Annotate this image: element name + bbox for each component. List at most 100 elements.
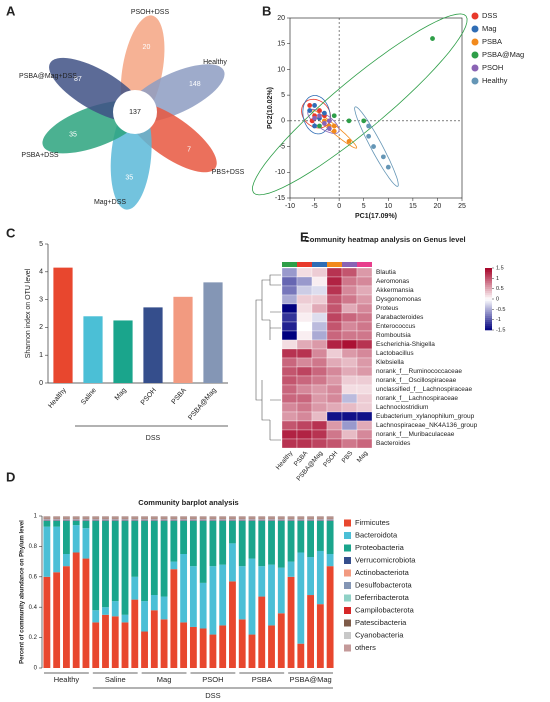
row-label: Escherichia-Shigella <box>376 341 435 348</box>
heat-cell <box>356 366 373 377</box>
row-label: Lactobacillus <box>376 350 414 357</box>
row-label: norank_f__Oscillospiraceae <box>376 377 457 384</box>
bar-segment <box>160 520 168 597</box>
colorbar-step <box>485 311 492 314</box>
petal-label: Healthy <box>203 59 227 66</box>
bar-segment <box>219 520 227 521</box>
bar-segment <box>297 643 305 668</box>
bar-segment <box>268 520 275 565</box>
heat-cell <box>326 312 343 323</box>
x-tick-label: 25 <box>458 203 466 210</box>
heat-cell <box>296 411 313 422</box>
colorbar-step <box>485 278 492 281</box>
y-tick-label: 4 <box>39 269 43 276</box>
bar-segment <box>72 519 80 521</box>
bar-segment <box>189 516 197 517</box>
x-tick-label: 15 <box>409 203 417 210</box>
y-tick-label: -15 <box>275 195 285 202</box>
x-tick-label: PSOH <box>140 387 158 407</box>
heat-cell <box>341 429 358 440</box>
bar-segment <box>111 520 119 602</box>
bar-segment <box>238 516 246 518</box>
y-tick-label: 0 <box>39 380 43 387</box>
bar-segment <box>131 599 139 668</box>
bar-segment <box>102 518 109 520</box>
bar-segment <box>326 519 334 520</box>
y-tick-label: 15 <box>277 41 285 48</box>
bar-segment <box>316 517 324 519</box>
bar-segment <box>141 516 148 517</box>
point <box>322 110 327 116</box>
bar-segment <box>199 517 207 519</box>
bar-segment <box>248 516 256 518</box>
bar-segment <box>141 518 148 520</box>
heat-cell <box>356 267 373 278</box>
bar-segment <box>258 517 266 518</box>
bar-segment <box>268 516 275 518</box>
colorbar-step <box>485 317 492 320</box>
y-axis-label: Percent of community abundance on Phylum… <box>20 520 26 664</box>
bar-segment <box>53 519 61 520</box>
bar-segment <box>43 520 51 521</box>
bar-segment <box>229 519 236 520</box>
bar-segment <box>92 516 100 518</box>
row-label: Dysgonomonas <box>376 296 422 303</box>
bar-segment <box>287 517 295 518</box>
bar-segment <box>141 601 148 632</box>
colorbar-step <box>485 303 492 306</box>
bar-segment <box>72 517 80 519</box>
heat-cell <box>341 402 358 413</box>
legend-label: Firmicutes <box>355 518 390 527</box>
bar-segment <box>82 519 90 521</box>
x-tick-label: PSBA <box>171 387 189 406</box>
heat-cell <box>326 357 343 368</box>
legend-label: PSBA <box>482 37 502 46</box>
heat-cell <box>356 321 373 332</box>
bar-segment <box>82 517 90 518</box>
colorbar-tick-label: -1 <box>496 317 501 323</box>
bar-segment <box>141 517 148 518</box>
heat-cell <box>281 420 298 431</box>
bar-segment <box>170 520 178 521</box>
bar-segment <box>297 517 305 519</box>
colorbar-step <box>485 282 492 285</box>
bar-segment <box>180 516 188 517</box>
heat-cell <box>356 312 373 323</box>
bar-segment <box>92 516 100 517</box>
bar-segment <box>131 518 139 520</box>
point <box>346 118 352 124</box>
heat-cell <box>326 393 343 404</box>
heat-cell <box>296 339 313 350</box>
bar-segment <box>43 517 51 518</box>
heat-cell <box>311 330 328 341</box>
heat-cell <box>281 312 298 323</box>
bar-segment <box>170 516 178 517</box>
colorbar-step <box>485 321 492 325</box>
bar-segment <box>307 518 315 520</box>
heat-cell <box>296 384 313 395</box>
legend-label: DSS <box>482 11 497 20</box>
y-tick-label: 0.6 <box>29 574 38 580</box>
heat-cell <box>311 276 328 287</box>
bar-segment <box>189 520 197 567</box>
bar-segment <box>258 520 266 521</box>
bar-segment <box>82 518 90 520</box>
heat-cell <box>341 357 358 368</box>
bar-segment <box>209 520 217 521</box>
y-tick-label: 10 <box>277 66 285 73</box>
legend-swatch <box>471 77 479 85</box>
heat-cell <box>341 303 358 314</box>
y-tick-label: 0 <box>34 666 38 672</box>
petal-label: Mag+DSS <box>94 199 126 206</box>
bar-segment <box>160 619 168 668</box>
bar-segment <box>209 518 217 520</box>
bar-segment <box>316 519 324 521</box>
bar-segment <box>238 520 246 521</box>
bar-segment <box>160 516 168 518</box>
heat-cell <box>281 267 298 278</box>
bar-segment <box>219 517 227 518</box>
bar-segment <box>141 520 148 602</box>
bar-segment <box>277 519 285 520</box>
bar-segment <box>72 552 80 668</box>
heat-cell <box>281 285 298 296</box>
